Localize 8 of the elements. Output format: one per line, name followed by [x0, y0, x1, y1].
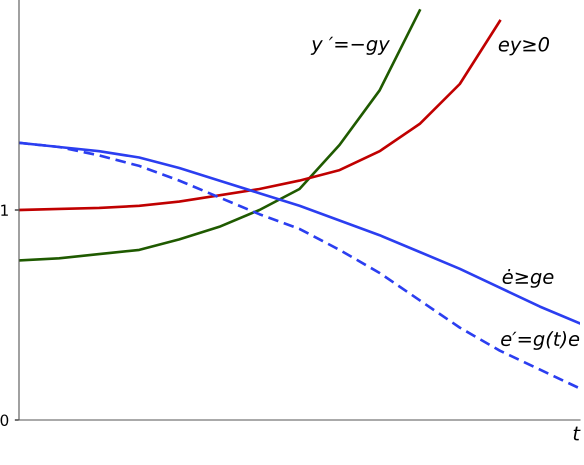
y-tick-label: 0 — [0, 414, 8, 426]
series-label: ė≥ge — [502, 268, 554, 288]
series-label: e′=g(t)e — [501, 331, 580, 350]
line-series — [19, 9, 422, 262]
x-axis-title: t — [574, 426, 581, 440]
series-label: y ′=−gy — [310, 36, 390, 55]
series-label: ey≥0 — [498, 36, 550, 56]
y-tick-label: 1 — [1, 204, 8, 216]
